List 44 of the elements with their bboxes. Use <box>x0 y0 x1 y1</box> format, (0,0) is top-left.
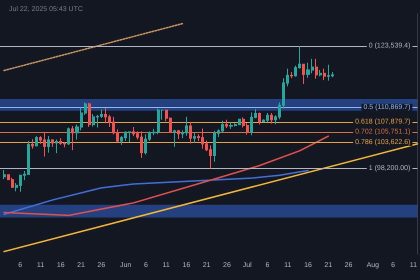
candlestick <box>213 130 216 162</box>
candlestick <box>3 169 6 180</box>
candlestick <box>306 62 310 78</box>
candlestick <box>250 112 253 136</box>
candlestick <box>132 126 135 137</box>
candlestick <box>104 108 107 124</box>
candlestick <box>124 130 127 142</box>
candlestick <box>315 58 318 80</box>
candlestick <box>225 119 228 128</box>
candlestick <box>59 138 62 146</box>
candlestick <box>319 70 322 77</box>
candlestick <box>238 118 241 126</box>
candlestick <box>140 130 143 158</box>
candlestick <box>258 112 261 126</box>
candlestick <box>270 112 273 124</box>
candlestick <box>177 129 180 140</box>
candlestick <box>209 144 212 170</box>
candlestick <box>35 136 38 147</box>
candlestick <box>173 129 176 148</box>
candlestick <box>71 126 74 151</box>
candlestick <box>92 113 95 128</box>
candlestick <box>51 138 54 148</box>
candlestick <box>120 136 123 146</box>
candlestick <box>290 71 293 79</box>
candlestick <box>144 134 147 156</box>
candlestick <box>189 122 192 144</box>
candlestick <box>327 64 330 82</box>
candlestick <box>185 116 188 136</box>
candlestick <box>266 112 269 123</box>
candlestick <box>63 141 66 148</box>
candlestick <box>31 138 34 150</box>
candlestick <box>229 122 233 130</box>
candlestick <box>323 68 326 81</box>
candlestick <box>55 139 58 154</box>
candlestick <box>11 177 14 188</box>
candlestick <box>19 174 22 192</box>
candlestick <box>193 132 196 144</box>
candlestick <box>128 130 131 142</box>
candlestick <box>88 102 91 128</box>
candlestick <box>302 63 305 85</box>
candlestick <box>201 128 204 150</box>
candlestick <box>47 136 50 154</box>
candlestick <box>43 131 46 157</box>
candlestick <box>67 126 70 146</box>
